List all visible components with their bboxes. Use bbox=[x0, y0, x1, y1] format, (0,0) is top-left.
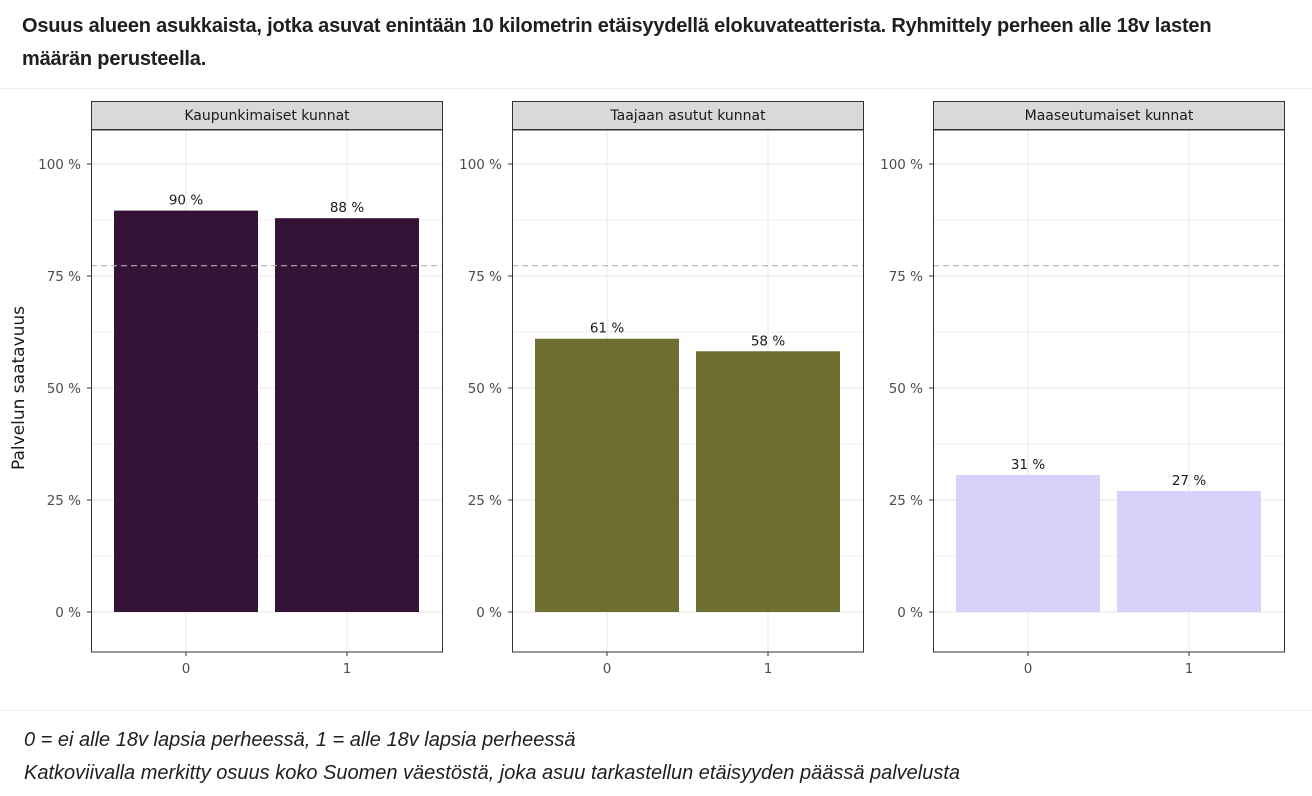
title-divider bbox=[0, 88, 1312, 89]
panel-1-y-tick-label: 100 % bbox=[38, 157, 81, 173]
panel-3-strip-label: Maaseutumaiset kunnat bbox=[1025, 108, 1194, 124]
panel-3-bar-0 bbox=[956, 474, 1100, 612]
panel-1-bar-0 bbox=[114, 210, 258, 612]
panel-3-bar-1 bbox=[1117, 491, 1261, 612]
panel-1-y-tick-label: 0 % bbox=[55, 605, 81, 621]
panel-3-x-tick-label: 1 bbox=[1185, 661, 1194, 677]
panel-2-y-tick-label: 0 % bbox=[476, 605, 502, 621]
footnote-reference-line: Katkoviivalla merkitty osuus koko Suomen… bbox=[24, 762, 961, 784]
panel-2-y-tick-label: 100 % bbox=[459, 157, 502, 173]
panel-1-strip bbox=[91, 101, 443, 130]
panel-1-bar-1 bbox=[275, 218, 419, 612]
panel-2-y-tick-label: 50 % bbox=[468, 381, 502, 397]
panel-1-data-label-1: 88 % bbox=[330, 200, 364, 216]
panel-2-data-label-0: 61 % bbox=[590, 321, 624, 337]
panel-3-y-tick-label: 100 % bbox=[880, 157, 923, 173]
panel-2-bar-1 bbox=[696, 351, 840, 612]
panel-2-strip bbox=[512, 101, 864, 130]
panel-1-y-tick-label: 50 % bbox=[47, 381, 81, 397]
panel-1-y-tick-label: 75 % bbox=[47, 269, 81, 285]
panel-1-x-tick-label: 1 bbox=[343, 661, 352, 677]
chart-title: Osuus alueen asukkaista, jotka asuvat en… bbox=[22, 15, 1212, 70]
panel-2-strip-label: Taajaan asutut kunnat bbox=[609, 108, 766, 124]
faceted-bar-chart: Palvelun saatavuus 90 % 88 % Kaupunkimaiset… bbox=[9, 101, 1285, 677]
panel-3-y-tick-label: 75 % bbox=[889, 269, 923, 285]
panel-3-y-tick-label: 0 % bbox=[897, 605, 923, 621]
panel-2-x-tick-label: 0 bbox=[603, 661, 612, 677]
panel-1-x-tick-label: 0 bbox=[182, 661, 191, 677]
panel-3-y-tick-label: 50 % bbox=[889, 381, 923, 397]
panel-2-data-label-1: 58 % bbox=[751, 333, 785, 349]
y-axis-title: Palvelun saatavuus bbox=[9, 306, 29, 470]
panel-3-strip bbox=[933, 101, 1285, 130]
panel-3-data-label-0: 31 % bbox=[1011, 457, 1045, 473]
footnote-divider bbox=[0, 710, 1312, 711]
panel-2-bar-0 bbox=[535, 338, 679, 612]
panel-3-y-tick-label: 25 % bbox=[889, 493, 923, 509]
panel-2-x-tick-label: 1 bbox=[764, 661, 773, 677]
panel-2-y-tick-label: 75 % bbox=[468, 269, 502, 285]
footnotes: 0 = ei alle 18v lapsia perheessä, 1 = al… bbox=[24, 724, 960, 790]
panel-1-data-label-0: 90 % bbox=[169, 193, 203, 209]
panel-3-data-label-1: 27 % bbox=[1172, 473, 1206, 489]
panel-1-strip-label: Kaupunkimaiset kunnat bbox=[184, 108, 350, 124]
panel-1-y-tick-label: 25 % bbox=[47, 493, 81, 509]
panel-3-x-tick-label: 0 bbox=[1024, 661, 1033, 677]
footnote-legend: 0 = ei alle 18v lapsia perheessä, 1 = al… bbox=[24, 729, 576, 751]
panel-2-y-tick-label: 25 % bbox=[468, 493, 502, 509]
